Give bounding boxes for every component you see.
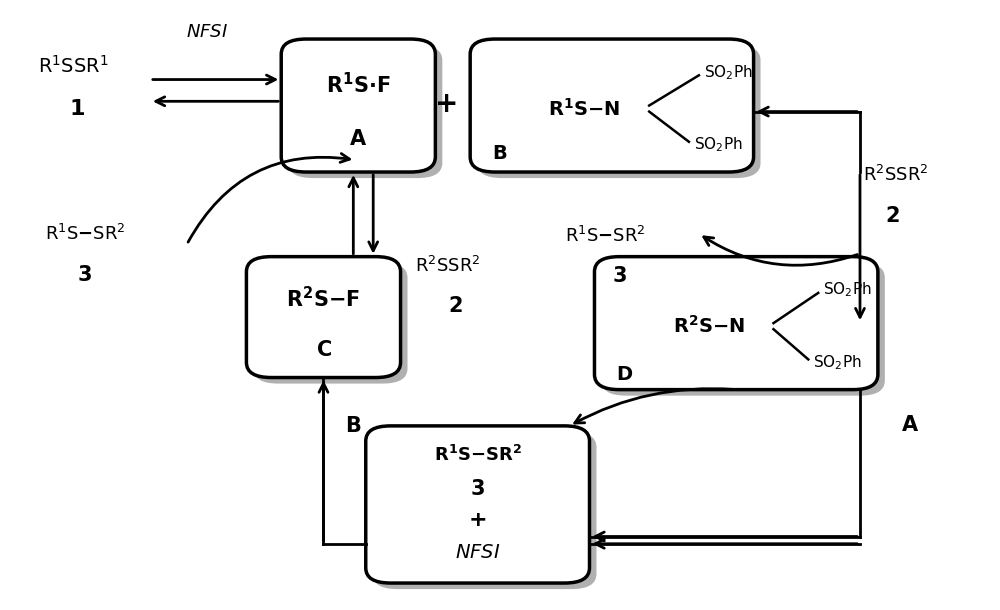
FancyBboxPatch shape [470, 39, 754, 172]
Text: $\mathbf{R^2S{\boldsymbol{-}}F}$: $\mathbf{R^2S{\boldsymbol{-}}F}$ [286, 286, 360, 312]
FancyBboxPatch shape [373, 432, 596, 589]
Text: $\mathbf{R^1S{\boldsymbol{-}}N}$: $\mathbf{R^1S{\boldsymbol{-}}N}$ [548, 98, 621, 120]
Text: $\mathbf{3}$: $\mathbf{3}$ [77, 265, 92, 285]
Text: $\mathit{NFSI}$: $\mathit{NFSI}$ [186, 23, 228, 41]
Text: $\mathbf{R^1S{\boldsymbol{\cdot}}F}$: $\mathbf{R^1S{\boldsymbol{\cdot}}F}$ [326, 72, 391, 97]
Text: $\mathrm{SO_2Ph}$: $\mathrm{SO_2Ph}$ [694, 135, 743, 154]
FancyBboxPatch shape [253, 263, 408, 384]
Text: $\mathrm{R^1SSR^1}$: $\mathrm{R^1SSR^1}$ [38, 56, 108, 77]
Text: $\mathrm{R^1S{\boldsymbol{-}}SR^2}$: $\mathrm{R^1S{\boldsymbol{-}}SR^2}$ [565, 226, 645, 246]
Text: $\mathbf{D}$: $\mathbf{D}$ [616, 365, 633, 384]
Text: $\mathbf{+}$: $\mathbf{+}$ [434, 90, 456, 118]
Text: $\mathbf{R^1S{\boldsymbol{-}}SR^2}$: $\mathbf{R^1S{\boldsymbol{-}}SR^2}$ [434, 445, 522, 465]
Text: $\mathrm{R^1S{\boldsymbol{-}}SR^2}$: $\mathrm{R^1S{\boldsymbol{-}}SR^2}$ [45, 224, 125, 244]
FancyBboxPatch shape [281, 39, 435, 172]
Text: $\mathbf{1}$: $\mathbf{1}$ [69, 99, 85, 118]
FancyBboxPatch shape [288, 45, 442, 178]
FancyBboxPatch shape [246, 257, 401, 378]
FancyBboxPatch shape [594, 257, 878, 390]
Text: $\mathrm{SO_2Ph}$: $\mathrm{SO_2Ph}$ [813, 353, 862, 371]
Text: $\mathbf{B}$: $\mathbf{B}$ [345, 416, 361, 436]
Text: $\mathbf{+}$: $\mathbf{+}$ [468, 509, 487, 529]
Text: $\mathbf{2}$: $\mathbf{2}$ [448, 296, 463, 316]
Text: $\mathbf{A}$: $\mathbf{A}$ [349, 129, 367, 149]
Text: $\mathbf{R^2S{\boldsymbol{-}}N}$: $\mathbf{R^2S{\boldsymbol{-}}N}$ [673, 315, 745, 337]
FancyBboxPatch shape [601, 263, 885, 396]
Text: $\mathrm{R^2SSR^2}$: $\mathrm{R^2SSR^2}$ [863, 165, 928, 185]
Text: $\mathbf{A}$: $\mathbf{A}$ [901, 415, 919, 435]
Text: $\mathit{NFSI}$: $\mathit{NFSI}$ [455, 544, 500, 562]
Text: $\mathrm{R^2SSR^2}$: $\mathrm{R^2SSR^2}$ [415, 256, 481, 276]
Text: $\mathbf{3}$: $\mathbf{3}$ [612, 266, 627, 286]
Text: $\mathbf{C}$: $\mathbf{C}$ [316, 340, 331, 361]
Text: $\mathbf{2}$: $\mathbf{2}$ [885, 206, 900, 226]
FancyBboxPatch shape [366, 426, 590, 583]
Text: $\mathbf{3}$: $\mathbf{3}$ [470, 479, 485, 500]
FancyBboxPatch shape [477, 45, 761, 178]
Text: $\mathbf{B}$: $\mathbf{B}$ [492, 145, 508, 163]
Text: $\mathrm{SO_2Ph}$: $\mathrm{SO_2Ph}$ [823, 281, 872, 300]
Text: $\mathrm{SO_2Ph}$: $\mathrm{SO_2Ph}$ [704, 63, 753, 82]
